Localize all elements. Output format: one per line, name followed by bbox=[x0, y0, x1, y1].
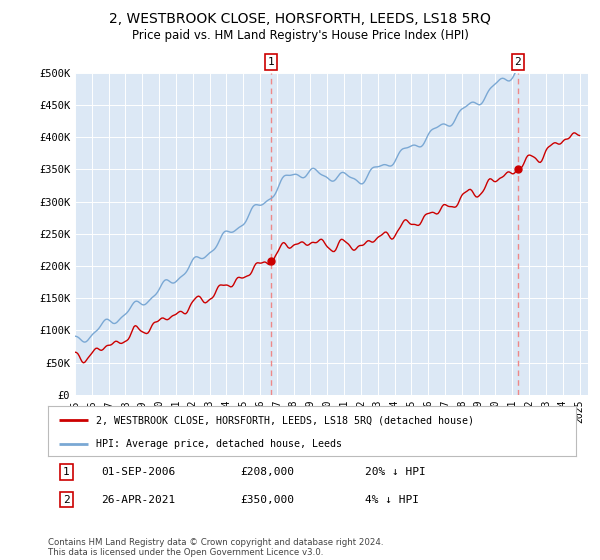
Text: 4% ↓ HPI: 4% ↓ HPI bbox=[365, 494, 419, 505]
Text: £208,000: £208,000 bbox=[241, 467, 295, 477]
Text: Price paid vs. HM Land Registry's House Price Index (HPI): Price paid vs. HM Land Registry's House … bbox=[131, 29, 469, 42]
Text: HPI: Average price, detached house, Leeds: HPI: Average price, detached house, Leed… bbox=[95, 439, 341, 449]
Text: 26-APR-2021: 26-APR-2021 bbox=[101, 494, 175, 505]
Text: £350,000: £350,000 bbox=[241, 494, 295, 505]
Text: 2: 2 bbox=[63, 494, 70, 505]
Text: 20% ↓ HPI: 20% ↓ HPI bbox=[365, 467, 425, 477]
Text: 01-SEP-2006: 01-SEP-2006 bbox=[101, 467, 175, 477]
Text: Contains HM Land Registry data © Crown copyright and database right 2024.
This d: Contains HM Land Registry data © Crown c… bbox=[48, 538, 383, 557]
Text: 2, WESTBROOK CLOSE, HORSFORTH, LEEDS, LS18 5RQ: 2, WESTBROOK CLOSE, HORSFORTH, LEEDS, LS… bbox=[109, 12, 491, 26]
Text: 1: 1 bbox=[268, 57, 275, 67]
Text: 1: 1 bbox=[63, 467, 70, 477]
Text: 2, WESTBROOK CLOSE, HORSFORTH, LEEDS, LS18 5RQ (detached house): 2, WESTBROOK CLOSE, HORSFORTH, LEEDS, LS… bbox=[95, 415, 473, 425]
Text: 2: 2 bbox=[515, 57, 521, 67]
